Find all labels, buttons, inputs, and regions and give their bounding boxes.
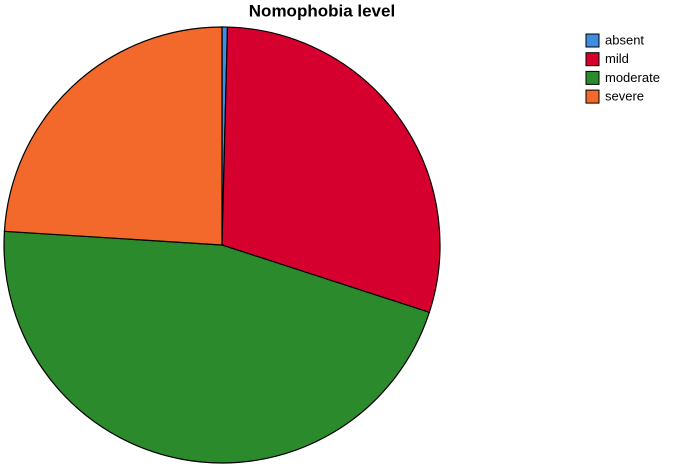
chart-title: Nomophobia level — [249, 1, 395, 20]
legend-swatch — [585, 70, 600, 85]
legend-swatch — [585, 89, 600, 104]
pie-slice — [3, 26, 223, 246]
legend-swatch — [585, 33, 600, 48]
pie-slice — [221, 26, 441, 314]
legend-label: moderate — [605, 70, 660, 85]
legend-label: mild — [605, 51, 629, 66]
legend-label: severe — [605, 89, 644, 104]
legend-swatch — [585, 52, 600, 67]
pie-slice — [3, 230, 431, 464]
legend-label: absent — [605, 32, 644, 47]
